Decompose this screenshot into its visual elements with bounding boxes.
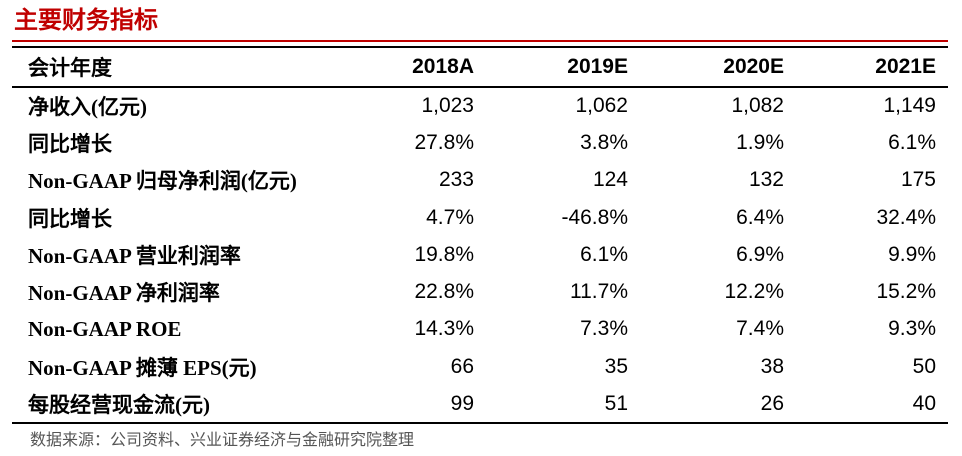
cell-value: 3.8%: [580, 130, 628, 154]
cell-value: 66: [450, 354, 474, 378]
financial-table-container: 会计年度 2018A 2019E 2020E 2021E 净收入(亿元) 1,0…: [12, 46, 948, 424]
header-cell-2018a: 2018A: [412, 55, 474, 78]
table-row: Non-GAAP 营业利润率 19.8% 6.1% 6.9% 9.9%: [12, 236, 948, 273]
cell-value: 1,062: [575, 94, 628, 118]
cell-value: 1,082: [731, 94, 784, 118]
cell-value: 35: [604, 354, 628, 378]
cell-value: 51: [604, 391, 628, 415]
cell-value: 32.4%: [876, 205, 936, 229]
row-label: Non-GAAP 营业利润率: [28, 243, 241, 268]
row-label: Non-GAAP ROE: [28, 316, 182, 341]
cell-value: 26: [760, 391, 784, 415]
header-cell-2019e: 2019E: [567, 55, 628, 78]
cell-value: 1,149: [883, 94, 936, 118]
row-label: 净收入(亿元): [28, 95, 147, 120]
header-cell-fiscal-year: 会计年度: [28, 55, 112, 80]
cell-value: 132: [748, 168, 784, 192]
cell-value: 12.2%: [724, 280, 784, 304]
table-row: Non-GAAP ROE 14.3% 7.3% 7.4% 9.3%: [12, 311, 948, 348]
table-row: 同比增长 27.8% 3.8% 1.9% 6.1%: [12, 124, 948, 161]
cell-value: 40: [912, 391, 936, 415]
cell-value: 6.4%: [736, 205, 784, 229]
cell-value: 7.4%: [736, 317, 784, 341]
header-cell-2020e: 2020E: [723, 55, 784, 78]
cell-value: 9.3%: [888, 317, 936, 341]
cell-value: 22.8%: [414, 280, 474, 304]
cell-value: 7.3%: [580, 317, 628, 341]
cell-value: 15.2%: [876, 280, 936, 304]
cell-value: 9.9%: [888, 242, 936, 266]
cell-value: -46.8%: [561, 205, 628, 229]
row-label: Non-GAAP 摊薄 EPS(元): [28, 355, 257, 380]
header-cell-2021e: 2021E: [875, 55, 936, 78]
table-row: Non-GAAP 归母净利润(亿元) 233 124 132 175: [12, 162, 948, 199]
cell-value: 175: [900, 168, 936, 192]
cell-value: 233: [438, 168, 474, 192]
cell-value: 124: [592, 168, 628, 192]
cell-value: 6.1%: [888, 130, 936, 154]
table-row: Non-GAAP 摊薄 EPS(元) 66 35 38 50: [12, 348, 948, 385]
row-label: Non-GAAP 归母净利润(亿元): [28, 169, 297, 194]
table-row: Non-GAAP 净利润率 22.8% 11.7% 12.2% 15.2%: [12, 273, 948, 310]
cell-value: 19.8%: [414, 242, 474, 266]
source-note: 数据来源：公司资料、兴业证券经济与金融研究院整理: [30, 430, 415, 449]
cell-value: 1.9%: [736, 130, 784, 154]
row-label: Non-GAAP 净利润率: [28, 281, 220, 306]
table-title: 主要财务指标: [14, 5, 158, 34]
financial-indicators-table: 会计年度 2018A 2019E 2020E 2021E 净收入(亿元) 1,0…: [12, 46, 948, 424]
row-label: 同比增长: [28, 131, 112, 156]
header-row: 会计年度 2018A 2019E 2020E 2021E: [12, 47, 948, 87]
cell-value: 14.3%: [414, 317, 474, 341]
table-row: 同比增长 4.7% -46.8% 6.4% 32.4%: [12, 199, 948, 236]
row-label: 同比增长: [28, 206, 112, 231]
cell-value: 1,023: [421, 94, 474, 118]
cell-value: 6.1%: [580, 242, 628, 266]
title-divider: [12, 40, 948, 42]
cell-value: 4.7%: [426, 205, 474, 229]
cell-value: 6.9%: [736, 242, 784, 266]
row-label: 每股经营现金流(元): [28, 392, 210, 417]
cell-value: 99: [450, 391, 474, 415]
cell-value: 50: [912, 354, 936, 378]
cell-value: 11.7%: [570, 280, 628, 304]
cell-value: 27.8%: [414, 130, 474, 154]
table-row: 净收入(亿元) 1,023 1,062 1,082 1,149: [12, 87, 948, 124]
table-row: 每股经营现金流(元) 99 51 26 40: [12, 385, 948, 423]
cell-value: 38: [760, 354, 784, 378]
